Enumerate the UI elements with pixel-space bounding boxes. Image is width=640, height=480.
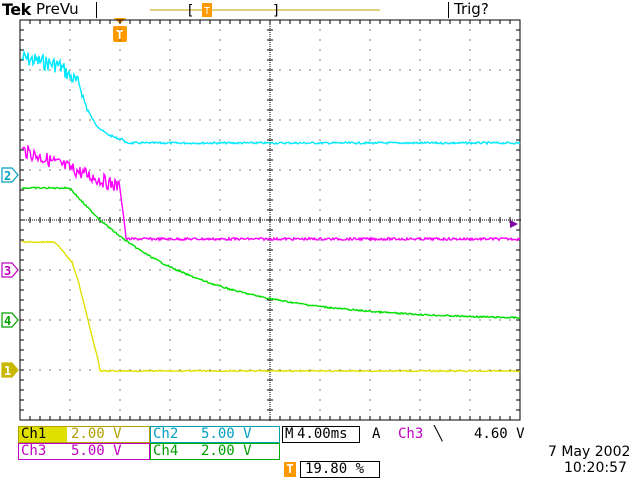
trigger-level-icon: [510, 220, 518, 228]
svg-text:2: 2: [4, 169, 11, 183]
trigger-slope-icon[interactable]: ╲: [434, 426, 443, 442]
ch1-volts-div: 2.00 V: [71, 426, 122, 442]
trigger-level[interactable]: 4.60 V: [474, 426, 525, 442]
record-bracket-left: [: [186, 3, 194, 19]
channel-markers: 2 3 4 1: [1, 167, 19, 378]
timebase-label: M: [285, 426, 294, 442]
ch2-volts-div: 5.00 V: [201, 426, 252, 442]
ch3-scale-readout[interactable]: Ch3 5.00 V: [18, 443, 150, 460]
record-trigger-letter: T: [204, 6, 210, 17]
record-view-indicator: [ ] T: [150, 3, 380, 19]
ch3-trace: [21, 145, 521, 242]
svg-text:1: 1: [4, 364, 11, 378]
record-trigger-icon: [202, 3, 212, 17]
record-bracket-right: ]: [272, 3, 280, 19]
ch4-ground-marker: 4: [1, 312, 19, 328]
ch1-trace: [21, 240, 521, 373]
graticule: [19, 19, 521, 421]
timebase-value: 4.00ms: [297, 426, 348, 442]
date-readout: 7 May 2002: [548, 444, 631, 460]
brand-logo: Tek: [2, 0, 31, 19]
ch3-ground-marker: 3: [1, 262, 19, 278]
trigger-position-value: 19.80 %: [305, 461, 365, 477]
waveforms: [21, 49, 521, 373]
ch2-scale-readout[interactable]: Ch2 5.00 V: [150, 426, 280, 443]
ch4-label: Ch4: [153, 443, 179, 459]
svg-text:4: 4: [4, 314, 11, 328]
ch1-ground-marker: 1: [1, 362, 19, 378]
trigger-status: Trig?: [454, 0, 489, 18]
trigger-source[interactable]: Ch3: [398, 426, 424, 442]
acquisition-mode: PreVu: [36, 0, 79, 18]
trigger-mode: A: [372, 426, 381, 442]
svg-text:3: 3: [4, 264, 11, 278]
status-separator: [448, 2, 449, 18]
ch2-trace: [21, 49, 521, 146]
status-separator: [96, 2, 97, 18]
ch4-volts-div: 2.00 V: [201, 443, 252, 459]
ch3-volts-div: 5.00 V: [71, 443, 122, 459]
ch2-label: Ch2: [153, 426, 179, 442]
ch3-label: Ch3: [21, 443, 47, 459]
ch1-label: Ch1: [19, 427, 67, 442]
ch4-trace: [21, 186, 521, 320]
ch1-scale-readout[interactable]: Ch1 2.00 V: [18, 426, 150, 443]
trigger-position-readout[interactable]: 19.80 %: [300, 461, 380, 478]
trigger-position-icon: T: [284, 462, 296, 477]
trigger-marker-letter: T: [116, 28, 123, 42]
timebase-readout[interactable]: M 4.00ms: [282, 426, 360, 443]
ch4-scale-readout[interactable]: Ch4 2.00 V: [150, 443, 280, 460]
ch2-ground-marker: 2: [1, 167, 19, 183]
time-readout: 10:20:57: [564, 460, 627, 476]
